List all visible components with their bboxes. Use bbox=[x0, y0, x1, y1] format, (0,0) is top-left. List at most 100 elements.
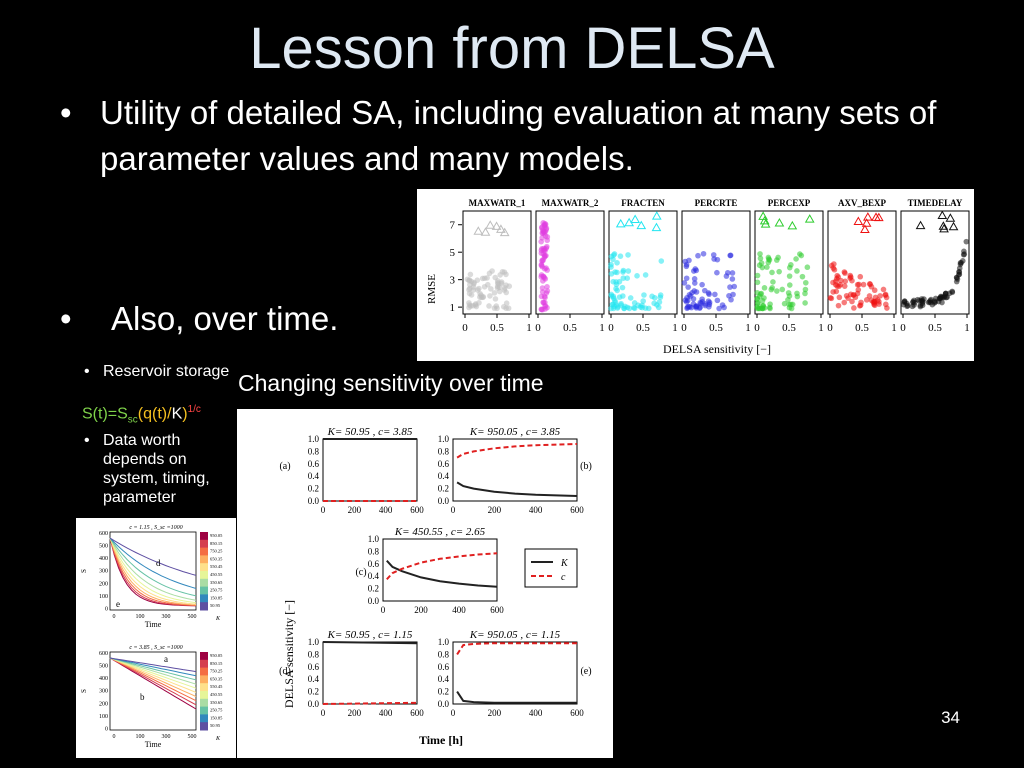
equation-close: ) bbox=[182, 405, 188, 423]
sensitivity-xtick: 400 bbox=[379, 505, 393, 515]
scatter-point bbox=[494, 305, 500, 312]
scatter-point bbox=[764, 264, 770, 270]
scatter-point bbox=[539, 235, 545, 241]
scatter-xtick: 0.5 bbox=[709, 322, 723, 334]
storage-colorbar-segment bbox=[200, 532, 208, 541]
scatter-point bbox=[476, 299, 482, 306]
scatter-triangle bbox=[948, 221, 959, 231]
scatter-point bbox=[470, 302, 476, 309]
storage-curve bbox=[109, 537, 197, 606]
sensitivity-ytick: 0.4 bbox=[438, 674, 450, 684]
storage-curve-label: e bbox=[116, 599, 120, 609]
storage-svg: c = 1.15 , S_sc =1000 600 500 400 300 200 100 0… bbox=[80, 525, 223, 749]
scatter-point bbox=[621, 305, 627, 312]
scatter-point bbox=[488, 286, 494, 292]
scatter-point bbox=[611, 251, 618, 257]
sensitivity-panel-title: K= 50.95 , c= 3.85 bbox=[327, 426, 413, 438]
scatter-point bbox=[932, 299, 939, 305]
scatter-point bbox=[841, 269, 848, 275]
scatter-point bbox=[904, 302, 911, 309]
storage-xtick: 100 bbox=[136, 734, 145, 740]
sensitivity-ylabel: DELSA sensitivity [−] bbox=[282, 600, 296, 708]
scatter-point bbox=[856, 281, 862, 288]
scatter-point bbox=[468, 292, 475, 298]
sub-bullet-reservoir: • Reservoir storage bbox=[84, 362, 229, 381]
storage-curve-label: a bbox=[164, 654, 168, 664]
scatter-point bbox=[882, 292, 889, 298]
scatter-panel-title: PERCEXP bbox=[768, 198, 811, 208]
scatter-point bbox=[714, 256, 721, 263]
scatter-point bbox=[618, 300, 624, 307]
scatter-point bbox=[503, 300, 510, 306]
scatter-point bbox=[729, 276, 736, 282]
storage-ytick: 200 bbox=[99, 581, 108, 587]
scatter-panel-title: TIMEDELAY bbox=[908, 198, 963, 208]
storage-curve bbox=[109, 657, 197, 702]
storage-colorbar-label: 250.75 bbox=[210, 588, 223, 593]
scatter-point bbox=[802, 300, 808, 306]
scatter-xtick: 0.5 bbox=[928, 322, 942, 334]
scatter-point bbox=[691, 280, 698, 286]
scatter-point bbox=[786, 282, 793, 288]
storage-xtick: 300 bbox=[162, 614, 171, 620]
scatter-xtick: 1 bbox=[891, 322, 897, 334]
scatter-point bbox=[700, 250, 707, 257]
scatter-point bbox=[681, 280, 688, 286]
sub-bullet-data-worth-text: Data worth depends on system, timing, pa… bbox=[103, 432, 210, 506]
scatter-point bbox=[624, 275, 631, 282]
scatter-point bbox=[766, 257, 773, 263]
storage-ytick: 400 bbox=[99, 676, 108, 682]
scatter-point bbox=[614, 260, 620, 266]
scatter-point bbox=[642, 272, 649, 278]
scatter-point bbox=[626, 305, 633, 312]
storage-colorbar-label: 950.05 bbox=[210, 533, 223, 538]
equation-exponent: 1/c bbox=[187, 404, 201, 415]
storage-colorbar-label: 950.05 bbox=[210, 653, 223, 658]
legend-label-c: c bbox=[561, 572, 566, 583]
scatter-point bbox=[757, 255, 764, 262]
storage-colorbar-segment bbox=[200, 659, 208, 669]
scatter-point bbox=[608, 271, 615, 277]
scatter-triangle bbox=[651, 222, 662, 232]
scatter-panel-title: MAXWATR_2 bbox=[542, 198, 599, 208]
storage-colorbar-segment bbox=[200, 691, 208, 700]
storage-colorbar-segment bbox=[200, 594, 208, 603]
storage-curve bbox=[109, 657, 197, 685]
scatter-point bbox=[656, 299, 663, 305]
scatter-point bbox=[487, 293, 493, 299]
scatter-point bbox=[937, 295, 943, 302]
scatter-point bbox=[543, 252, 549, 259]
scatter-point bbox=[754, 295, 761, 302]
scatter-point bbox=[541, 265, 548, 272]
scatter-point bbox=[614, 305, 621, 311]
scatter-triangle bbox=[915, 220, 926, 230]
scatter-point bbox=[712, 291, 718, 298]
storage-colorbar-label: 50.95 bbox=[210, 603, 221, 608]
sensitivity-ytick: 0.2 bbox=[308, 687, 319, 697]
scatter-point bbox=[486, 303, 492, 309]
bullet-utility-text: Utility of detailed SA, including evalua… bbox=[100, 94, 937, 177]
scatter-xtick: 0.5 bbox=[636, 322, 650, 334]
scatter-triangle bbox=[873, 212, 884, 222]
scatter-point bbox=[963, 238, 970, 245]
sensitivity-xtick: 600 bbox=[410, 708, 424, 718]
sensitivity-panel-frame bbox=[382, 538, 498, 602]
scatter-point bbox=[506, 283, 513, 289]
scatter-point bbox=[683, 275, 690, 282]
scatter-point bbox=[539, 257, 546, 264]
sensitivity-xtick: 200 bbox=[414, 605, 428, 615]
sensitivity-svg: DELSA sensitivity [−] Time [h] K= 50.95 … bbox=[279, 426, 592, 747]
scatter-point bbox=[539, 227, 546, 233]
scatter-point bbox=[828, 295, 835, 302]
scatter-triangle bbox=[787, 220, 798, 230]
storage-curve-label: b bbox=[140, 692, 145, 702]
sensitivity-xtick: 400 bbox=[452, 605, 466, 615]
scatter-point bbox=[478, 294, 485, 301]
scatter-point bbox=[847, 272, 854, 279]
scatter-xtick: 0 bbox=[754, 322, 760, 334]
scatter-point bbox=[804, 264, 811, 271]
scatter-xtick: 0 bbox=[900, 322, 906, 334]
sensitivity-panel-label: (e) bbox=[580, 666, 591, 677]
scatter-point bbox=[731, 283, 738, 290]
sub-bullet-dot: • bbox=[84, 363, 90, 380]
